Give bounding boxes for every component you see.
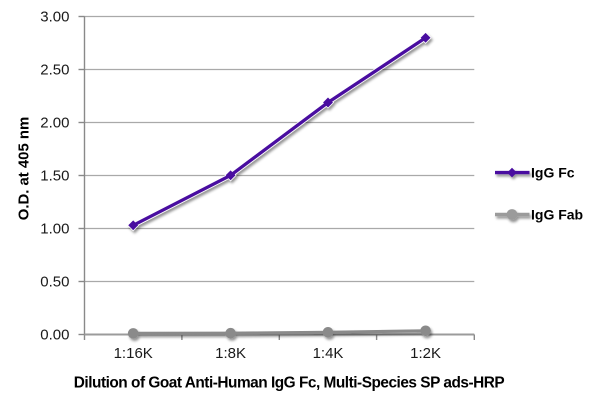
svg-text:1:8K: 1:8K <box>215 345 246 362</box>
svg-text:IgG Fab: IgG Fab <box>531 207 583 223</box>
svg-text:2.50: 2.50 <box>40 62 69 79</box>
svg-text:0.50: 0.50 <box>40 274 69 291</box>
svg-text:1:16K: 1:16K <box>114 345 153 362</box>
svg-text:1.00: 1.00 <box>40 221 69 238</box>
svg-text:IgG Fc: IgG Fc <box>531 165 575 181</box>
svg-text:0.00: 0.00 <box>40 327 69 344</box>
svg-text:O.D. at 405 nm: O.D. at 405 nm <box>17 117 33 220</box>
svg-text:Dilution of Goat Anti-Human Ig: Dilution of Goat Anti-Human IgG Fc, Mult… <box>74 375 505 392</box>
svg-text:1.50: 1.50 <box>40 168 69 185</box>
svg-text:3.00: 3.00 <box>40 9 69 26</box>
svg-text:1:4K: 1:4K <box>313 345 344 362</box>
svg-text:1:2K: 1:2K <box>410 345 441 362</box>
svg-text:2.00: 2.00 <box>40 115 69 132</box>
